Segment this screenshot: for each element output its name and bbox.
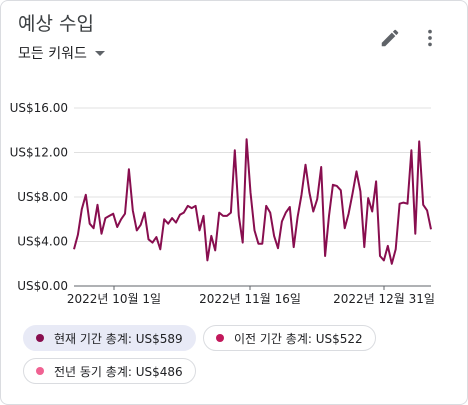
chip-label: 전년 동기 총계: US$486 xyxy=(54,364,183,379)
y-tick-label: US$4.00 xyxy=(17,235,68,249)
more-vert-icon xyxy=(428,29,432,47)
edit-icon xyxy=(381,29,399,47)
y-tick-label: US$0.00 xyxy=(17,279,68,293)
x-tick-label: 2022년 11월 16일 xyxy=(199,292,301,306)
keyword-filter-dropdown[interactable]: 모든 키워드 xyxy=(18,43,105,63)
chip-label: 현재 기간 총계: US$589 xyxy=(54,331,183,346)
chip-previous-period-total[interactable]: 이전 기간 총계: US$522 xyxy=(203,325,376,351)
dropdown-label: 모든 키워드 xyxy=(18,46,87,62)
chip-year-ago-total[interactable]: 전년 동기 총계: US$486 xyxy=(23,358,196,384)
series-color-dot xyxy=(216,334,224,342)
series-line-current-period xyxy=(73,138,432,265)
card-title: 예상 수입 xyxy=(18,13,94,35)
x-tick-label: 2022년 10월 1일 xyxy=(67,292,161,306)
x-tick-label: 2022년 12월 31일 xyxy=(333,292,435,306)
y-tick-label: US$16.00 xyxy=(10,101,68,115)
series-color-dot xyxy=(36,334,44,342)
chart-grid xyxy=(74,107,431,287)
series-color-dot xyxy=(36,367,44,375)
chip-current-period-total[interactable]: 현재 기간 총계: US$589 xyxy=(23,325,196,351)
earnings-line-chart: US$0.00 US$4.00 US$8.00 US$12.00 US$16.00 20… xyxy=(10,101,435,306)
y-tick-label: US$12.00 xyxy=(10,146,68,160)
chip-label: 이전 기간 총계: US$522 xyxy=(234,331,363,346)
y-axis-ticks: US$0.00 US$4.00 US$8.00 US$12.00 US$16.00 xyxy=(10,101,68,293)
edit-button[interactable] xyxy=(377,25,403,51)
y-tick-label: US$8.00 xyxy=(17,190,68,204)
x-axis-ticks: 2022년 10월 1일 2022년 11월 16일 2022년 12월 31일 xyxy=(67,286,435,306)
dropdown-caret-icon xyxy=(94,50,105,56)
more-options-button[interactable] xyxy=(417,25,443,51)
